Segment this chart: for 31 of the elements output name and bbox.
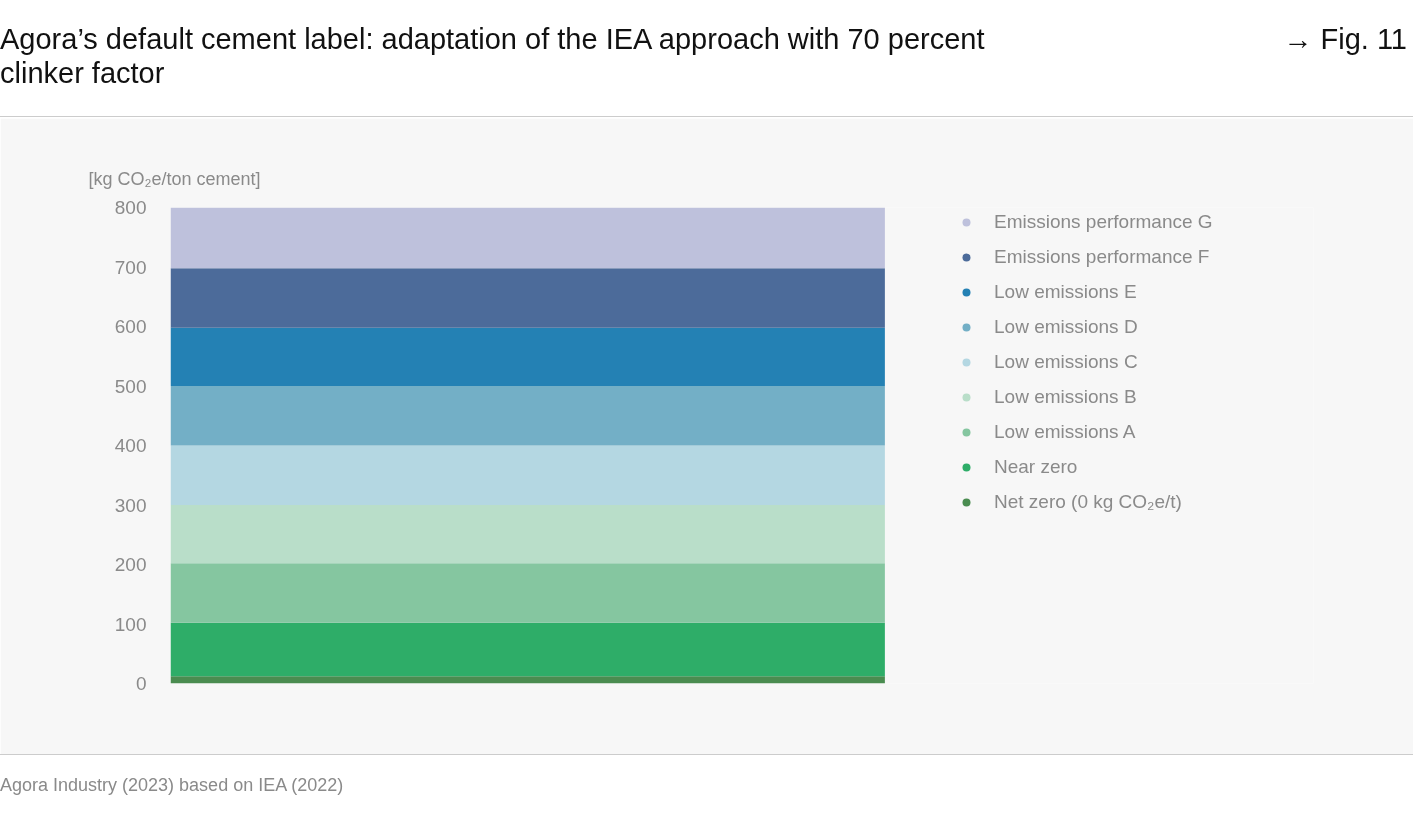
chart-title: Agora’s default cement label: adaptation of the IEA approach with 70 percent clinker factor	[0, 22, 986, 90]
legend-label: Near zero	[994, 456, 1078, 478]
legend-label: Low emissions C	[994, 351, 1138, 373]
y-tick-label: 800	[114, 197, 147, 218]
y-tick-label: 400	[114, 435, 147, 456]
legend-label: Net zero (0 kg CO₂e/t)	[994, 491, 1182, 513]
y-tick-label: 0	[135, 673, 147, 694]
legend-label: Low emissions B	[994, 386, 1137, 408]
y-tick-label: 100	[114, 613, 147, 635]
bar	[170, 445, 885, 505]
text: Agora Industry (2023) based on IEA (2022)	[0, 774, 345, 797]
y-tick-label: 500	[114, 375, 147, 397]
bar	[170, 676, 885, 684]
bar	[170, 207, 885, 269]
bar	[170, 622, 885, 677]
bar	[170, 327, 885, 386]
bar	[170, 268, 885, 328]
bar	[170, 505, 885, 564]
y-axis-title: [kg CO₂e/ton cement]	[88, 168, 261, 189]
y-tick-label: 700	[114, 256, 147, 278]
bar	[170, 386, 885, 446]
y-tick-label: 600	[114, 316, 147, 337]
bar	[170, 563, 885, 623]
legend-label: Emissions performance G	[994, 211, 1213, 233]
legend-label: Emissions performance F	[994, 246, 1210, 268]
legend-label: Low emissions A	[994, 421, 1136, 443]
legend-label: Low emissions E	[994, 281, 1137, 303]
legend-label: Low emissions D	[994, 316, 1138, 338]
y-tick-label: 200	[114, 554, 147, 575]
y-tick-label: 300	[114, 494, 147, 516]
text: → Fig. 11	[1283, 22, 1407, 56]
